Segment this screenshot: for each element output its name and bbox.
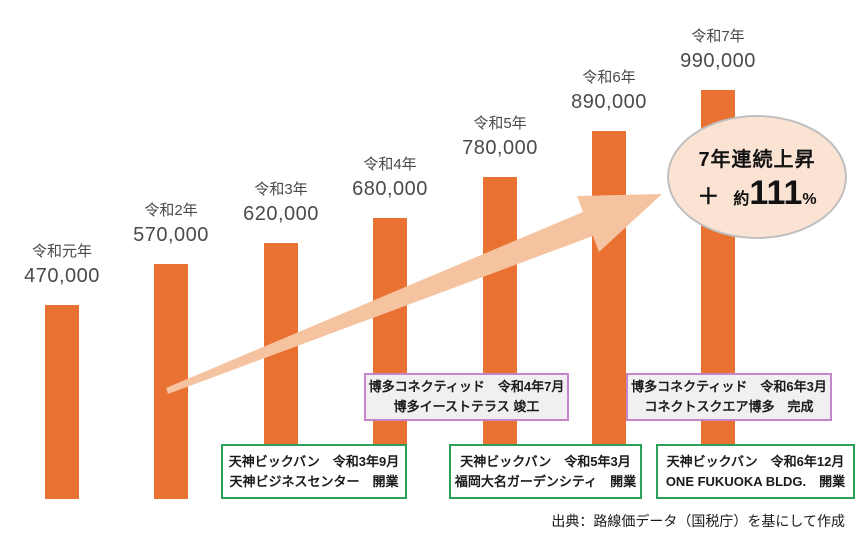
approx-label: 約	[733, 191, 750, 208]
year-label: 令和3年	[254, 181, 308, 198]
note-line: 天神ビックバン 令和6年12月	[666, 453, 845, 469]
bar-label-group: 令和4年 680,000	[325, 154, 455, 202]
callout-figure: ＋ 約 111 %	[697, 176, 816, 211]
year-label: 令和7年	[691, 28, 745, 45]
callout-title: 7年連続上昇	[698, 149, 816, 171]
note-line: 天神ビジネスセンター 開業	[229, 473, 399, 489]
value-label: 680,000	[352, 178, 428, 200]
source-credit: 出典：路線価データ（国税庁）を基にして作成	[551, 513, 845, 529]
note-line: コネクトスクエア博多 完成	[644, 399, 814, 414]
note-hakata-connected-1: 博多コネクティッド 令和4年7月 博多イーストテラス 竣工	[364, 373, 569, 421]
note-hakata-connected-2: 博多コネクティッド 令和6年3月 コネクトスクエア博多 完成	[626, 373, 832, 421]
bar	[45, 305, 79, 499]
note-line: ONE FUKUOKA BLDG. 開業	[665, 473, 846, 489]
note-line: 福岡大名ガーデンシティ 開業	[454, 473, 637, 489]
value-label: 890,000	[571, 91, 647, 113]
percent-value: 111	[749, 174, 803, 212]
callout-bubble: 7年連続上昇 ＋ 約 111 %	[667, 115, 847, 239]
year-label: 令和5年	[473, 115, 527, 132]
percent-sign: %	[802, 191, 817, 208]
bar-label-group: 令和5年 780,000	[435, 113, 565, 161]
note-line: 天神ビックバン 令和5年3月	[460, 453, 631, 469]
note-tenjin-bigbang-3: 天神ビックバン 令和6年12月 ONE FUKUOKA BLDG. 開業	[656, 444, 855, 499]
bar	[154, 264, 188, 499]
value-label: 470,000	[24, 265, 100, 287]
note-line: 博多イーストテラス 竣工	[393, 399, 540, 414]
value-label: 990,000	[680, 50, 756, 72]
note-line: 博多コネクティッド 令和4年7月	[368, 379, 565, 394]
plus-sign: ＋	[697, 184, 720, 209]
note-line: 天神ビックバン 令和3年9月	[228, 453, 400, 469]
note-tenjin-bigbang-1: 天神ビックバン 令和3年9月 天神ビジネスセンター 開業	[221, 444, 407, 499]
bar-label-group: 令和元年 470,000	[0, 241, 127, 289]
bar-label-group: 令和7年 990,000	[653, 26, 783, 74]
year-label: 令和元年	[31, 243, 92, 260]
note-line: 博多コネクティッド 令和6年3月	[631, 379, 827, 394]
note-tenjin-bigbang-2: 天神ビックバン 令和5年3月 福岡大名ガーデンシティ 開業	[449, 444, 642, 499]
year-label: 令和6年	[582, 69, 636, 86]
bar-label-group: 令和6年 890,000	[544, 67, 674, 115]
year-label: 令和4年	[363, 156, 417, 173]
value-label: 780,000	[462, 137, 538, 159]
value-label: 620,000	[243, 203, 319, 225]
